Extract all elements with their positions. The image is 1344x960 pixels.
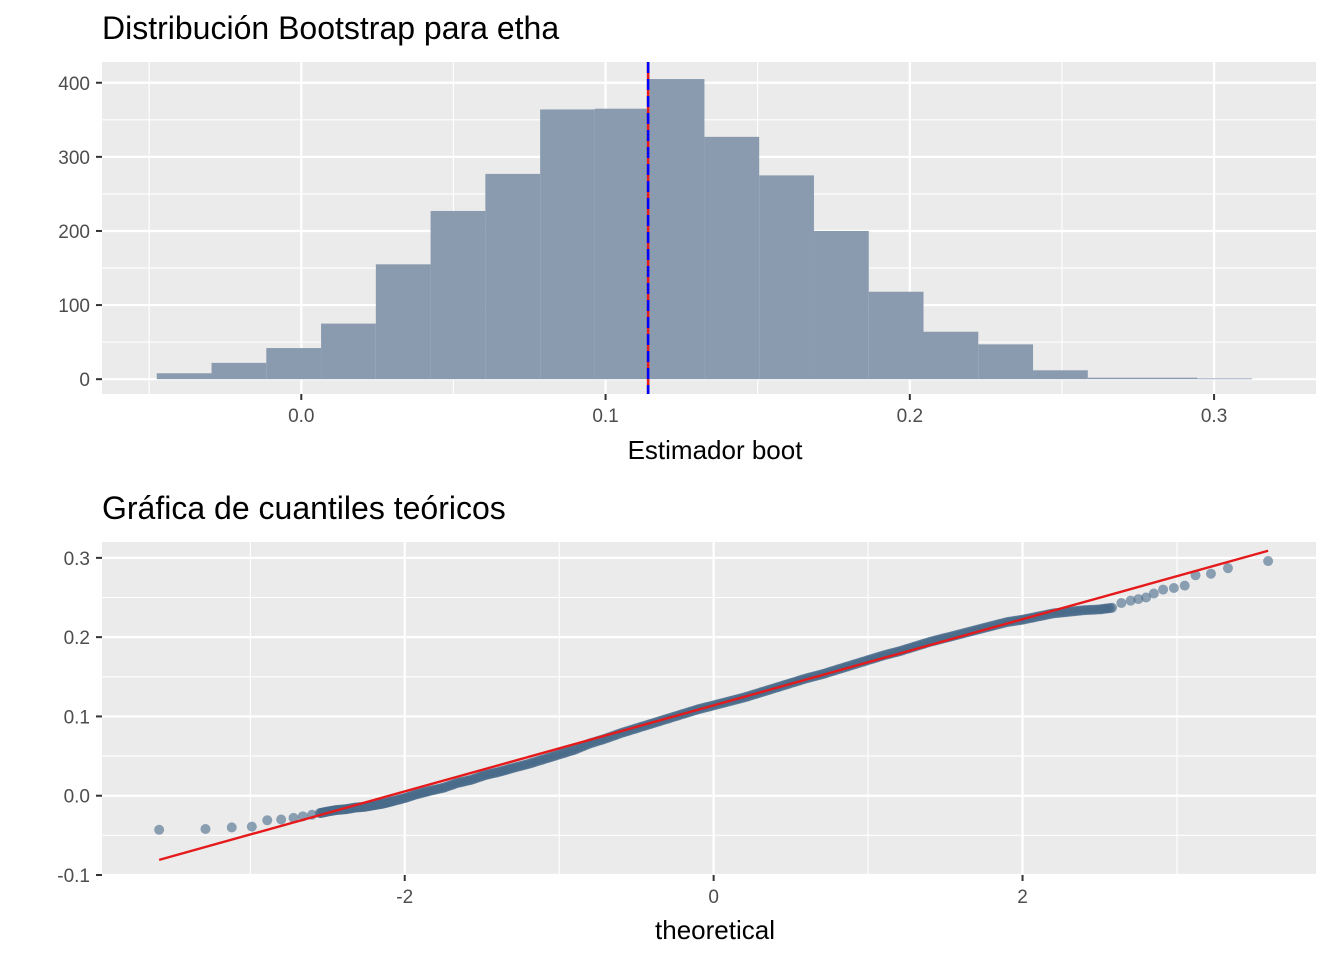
histogram-bar xyxy=(430,210,486,380)
qq-point xyxy=(1168,582,1179,593)
qq-x-tick-label: 2 xyxy=(1017,887,1028,908)
histogram-bar xyxy=(1142,377,1198,380)
histogram-bar xyxy=(266,348,322,380)
qq-point xyxy=(1205,568,1216,579)
histogram-x-ticks: 0.0 0.1 0.2 0.3 xyxy=(288,394,1227,427)
qq-y-tick-label: 0.2 xyxy=(64,628,90,649)
histogram-y-tick-label: 0 xyxy=(79,370,90,391)
histogram-title: Distribución Bootstrap para etha xyxy=(102,10,559,46)
qq-reference-line xyxy=(158,549,1269,862)
qq-point xyxy=(1116,598,1127,609)
qq-fit-line xyxy=(158,549,1269,862)
histogram-bars xyxy=(156,79,1253,380)
histogram-bar xyxy=(1033,370,1088,380)
qq-point xyxy=(226,822,237,833)
histogram-y-ticks: 0 100 200 300 400 xyxy=(58,74,102,391)
histogram-y-tick-label: 100 xyxy=(58,296,90,317)
histogram-bar xyxy=(649,79,705,380)
histogram-x-axis-label: Estimador boot xyxy=(628,435,804,465)
qq-gridlines xyxy=(102,542,1316,877)
qq-point xyxy=(200,824,211,835)
qq-point xyxy=(1263,556,1274,567)
histogram-bar xyxy=(156,373,212,380)
histogram-bar xyxy=(211,362,267,380)
histogram-bar xyxy=(1197,378,1253,380)
qq-y-tick-label: -0.1 xyxy=(57,866,90,887)
qq-y-tick-label: 0.3 xyxy=(64,549,90,570)
histogram-bar xyxy=(540,109,595,380)
qq-x-ticks: -2 0 2 xyxy=(396,875,1028,908)
histogram-bar xyxy=(868,291,924,380)
qq-point xyxy=(276,814,287,825)
histogram-bar xyxy=(485,173,541,380)
qq-point xyxy=(1158,584,1169,595)
histogram-bar xyxy=(321,323,376,380)
qq-x-tick-label: 0 xyxy=(708,887,719,908)
qq-point xyxy=(1141,592,1152,603)
histogram-x-tick-label: 0.0 xyxy=(288,406,314,427)
qq-point xyxy=(262,815,273,826)
histogram-bar xyxy=(978,344,1034,380)
histogram-bar xyxy=(813,230,869,380)
histogram-y-tick-label: 300 xyxy=(58,148,90,169)
histogram-bar xyxy=(759,175,814,380)
histogram-bar xyxy=(704,136,760,380)
qq-point xyxy=(154,824,165,835)
qq-point xyxy=(1179,580,1190,591)
qq-y-tick-label: 0.1 xyxy=(64,707,90,728)
qq-point xyxy=(1222,563,1233,574)
qq-point xyxy=(1133,594,1144,605)
histogram-bar xyxy=(375,264,431,380)
histogram-x-tick-label: 0.1 xyxy=(592,406,618,427)
histogram-bar xyxy=(594,108,650,380)
qq-point xyxy=(1148,588,1159,599)
qq-point xyxy=(288,812,299,823)
qq-point xyxy=(1105,603,1116,614)
histogram-y-tick-label: 400 xyxy=(58,74,90,95)
qq-point xyxy=(1125,595,1136,606)
histogram-x-tick-label: 0.3 xyxy=(1201,406,1227,427)
qq-title: Gráfica de cuantiles teóricos xyxy=(102,490,506,526)
qq-point xyxy=(246,821,257,832)
qq-y-tick-label: 0.0 xyxy=(64,787,90,808)
histogram-bar xyxy=(1087,377,1143,380)
qq-x-axis-label: theoretical xyxy=(655,915,775,945)
qq-y-ticks: -0.1 0.0 0.1 0.2 0.3 xyxy=(57,549,102,887)
qq-x-tick-label: -2 xyxy=(396,887,413,908)
histogram-bar xyxy=(923,331,979,380)
histogram-x-tick-label: 0.2 xyxy=(897,406,923,427)
histogram-y-tick-label: 200 xyxy=(58,222,90,243)
